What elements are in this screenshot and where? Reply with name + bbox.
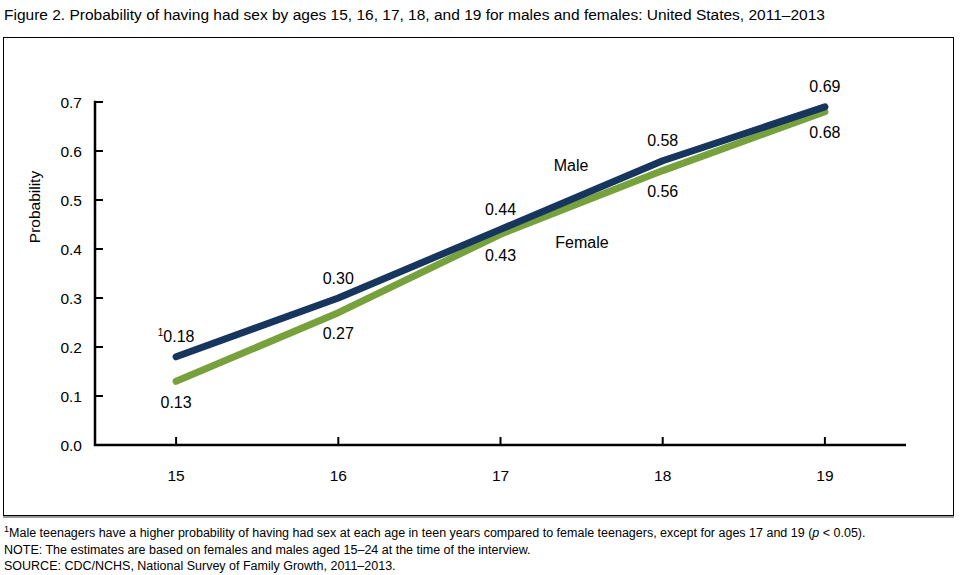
x-axis-tick-label: 19 bbox=[816, 467, 833, 484]
y-axis-tick-label: 0.6 bbox=[60, 143, 82, 160]
footnote-1: 1Male teenagers have a higher probabilit… bbox=[4, 521, 956, 542]
y-axis-tick-label: 0.7 bbox=[60, 94, 82, 111]
y-axis-tick-label: 0.2 bbox=[60, 339, 82, 356]
footnote-1-text: Male teenagers have a higher probability… bbox=[9, 526, 812, 540]
footnote-source: SOURCE: CDC/NCHS, National Survey of Fam… bbox=[4, 558, 956, 575]
male-data-label: 0.58 bbox=[647, 132, 678, 149]
female-data-label: 0.13 bbox=[161, 394, 192, 411]
series-label-female: Female bbox=[555, 234, 608, 251]
y-axis-tick-label: 0.3 bbox=[60, 290, 82, 307]
x-axis-tick-label: 18 bbox=[654, 467, 671, 484]
line-chart: 0.0 0.1 0.2 0.3 0.4 0.5 0.6 0.7 15 16 17 18 19 Probab… bbox=[0, 0, 960, 575]
y-axis-tick-label: 0.4 bbox=[60, 241, 82, 258]
x-axis-tick-label: 17 bbox=[492, 467, 509, 484]
x-axis-tick-label: 15 bbox=[167, 467, 184, 484]
y-axis-tick-label: 0.5 bbox=[60, 192, 82, 209]
male-data-label: 0.44 bbox=[485, 201, 516, 218]
female-data-label: 0.68 bbox=[809, 124, 840, 141]
male-data-label: 10.18 bbox=[158, 327, 195, 345]
y-axis-tick-label: 0.1 bbox=[60, 388, 82, 405]
female-data-label: 0.56 bbox=[647, 183, 678, 200]
female-data-label: 0.43 bbox=[485, 247, 516, 264]
footnote-note: NOTE: The estimates are based on females… bbox=[4, 542, 956, 559]
y-axis-tick-label: 0.0 bbox=[60, 437, 82, 454]
footnote-1-tail: < 0.05). bbox=[819, 526, 865, 540]
male-data-label: 0.69 bbox=[809, 78, 840, 95]
male-data-label: 0.30 bbox=[323, 270, 354, 287]
female-data-label: 0.27 bbox=[323, 325, 354, 342]
footnotes: 1Male teenagers have a higher probabilit… bbox=[4, 521, 956, 575]
y-axis-title: Probability bbox=[26, 171, 43, 244]
series-label-male: Male bbox=[554, 157, 589, 174]
figure-page: Figure 2. Probability of having had sex … bbox=[0, 0, 960, 575]
axis-lines bbox=[95, 101, 906, 445]
x-axis-tick-label: 16 bbox=[330, 467, 347, 484]
